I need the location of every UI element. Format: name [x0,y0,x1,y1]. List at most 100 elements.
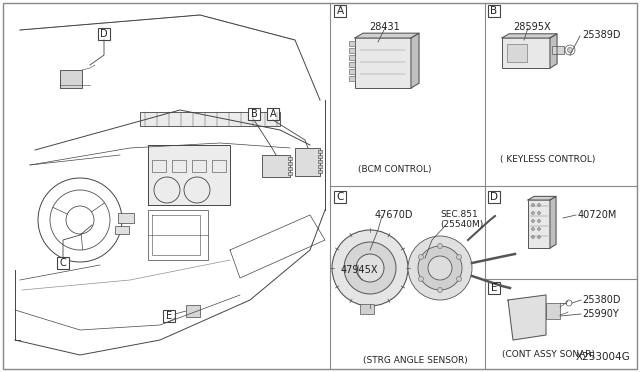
Bar [318,155,322,158]
Polygon shape [502,34,557,38]
Text: C: C [60,258,67,268]
Text: E: E [491,283,497,293]
Bar [288,157,292,160]
Text: B: B [490,6,497,16]
Bar [57,257,69,269]
Circle shape [332,230,408,306]
Text: (CONT ASSY SONAR): (CONT ASSY SONAR) [502,350,595,359]
Text: A: A [269,109,276,119]
Circle shape [418,246,462,290]
Circle shape [456,276,461,282]
Text: (BCM CONTROL): (BCM CONTROL) [358,165,432,174]
Polygon shape [355,33,419,38]
Circle shape [438,288,442,292]
Polygon shape [411,33,419,88]
Bar [360,304,374,314]
Bar [318,165,322,168]
Bar [172,160,186,172]
Bar [318,150,322,153]
Circle shape [408,236,472,300]
Text: 25389D: 25389D [582,30,621,40]
Bar [267,108,279,120]
Text: C: C [336,192,344,202]
Bar [349,48,355,53]
Text: SEC.851: SEC.851 [440,210,477,219]
Bar [262,155,290,177]
Circle shape [428,256,452,280]
Text: E: E [166,311,172,321]
Circle shape [419,276,424,282]
Circle shape [456,254,461,260]
Bar [98,28,110,40]
Bar [148,210,208,260]
Circle shape [538,219,541,222]
Bar [528,200,550,248]
Bar [212,160,226,172]
Bar [288,167,292,170]
Circle shape [538,212,541,215]
Circle shape [531,203,534,206]
Bar [295,148,320,176]
Bar [488,282,500,294]
Bar [163,310,175,322]
Bar [148,145,230,205]
Bar [115,226,129,234]
Bar [349,62,355,67]
Circle shape [419,254,424,260]
Bar [288,162,292,165]
Text: ( KEYLESS CONTROL): ( KEYLESS CONTROL) [500,155,596,164]
Circle shape [531,235,534,238]
Circle shape [568,48,573,52]
Bar [355,38,411,88]
Circle shape [356,254,384,282]
Bar [546,303,560,319]
Text: D: D [490,192,498,202]
Circle shape [438,244,442,248]
Bar [334,5,346,17]
Bar [488,191,500,203]
Text: 28595X: 28595X [513,22,550,32]
Bar [192,160,206,172]
Bar [349,41,355,46]
Text: X253004G: X253004G [575,352,630,362]
Bar [318,160,322,163]
Circle shape [531,228,534,231]
Bar [288,172,292,175]
Text: A: A [337,6,344,16]
Text: 25990Y: 25990Y [582,309,619,319]
Bar [349,69,355,74]
Bar [60,70,82,88]
Polygon shape [528,196,556,200]
Polygon shape [508,295,546,340]
Text: 25380D: 25380D [582,295,621,305]
Bar [488,5,500,17]
Circle shape [531,219,534,222]
Text: 47945X: 47945X [341,265,378,275]
Text: 28431: 28431 [370,22,401,32]
Bar [349,76,355,81]
Bar [507,44,527,62]
Circle shape [538,203,541,206]
Circle shape [531,212,534,215]
Text: 40720M: 40720M [578,210,618,220]
Text: 47670D: 47670D [375,210,413,220]
Text: (STRG ANGLE SENSOR): (STRG ANGLE SENSOR) [363,356,467,365]
Bar [118,213,134,223]
Circle shape [538,228,541,231]
Bar [349,55,355,60]
Bar [502,38,550,68]
Bar [318,170,322,173]
Bar [140,112,280,126]
Text: (25540M): (25540M) [440,220,483,229]
Bar [186,305,200,317]
Polygon shape [550,196,556,248]
Text: D: D [100,29,108,39]
Bar [552,46,564,54]
Bar [334,191,346,203]
Circle shape [344,242,396,294]
Circle shape [538,235,541,238]
Bar [248,108,260,120]
Polygon shape [550,34,557,68]
Text: B: B [251,109,257,119]
Bar [152,160,166,172]
